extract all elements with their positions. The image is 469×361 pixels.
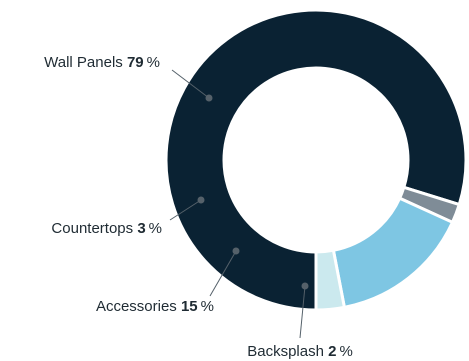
slice-label: Backsplash 2 %	[247, 343, 353, 360]
slice-label: Countertops 3 %	[51, 220, 162, 237]
slice-accessories	[331, 196, 455, 310]
leader-line	[169, 199, 202, 221]
slice-label: Wall Panels 79 %	[44, 54, 160, 71]
leader-line	[209, 250, 237, 297]
leader-line	[299, 285, 306, 339]
slice-label-unit: %	[336, 343, 352, 360]
slice-countertops	[314, 248, 347, 312]
slice-label-value: 3	[137, 220, 145, 237]
label-marker-dot	[197, 196, 205, 204]
label-marker-dot	[301, 282, 309, 290]
slice-label: Accessories 15 %	[96, 298, 214, 315]
leader-line	[171, 69, 210, 99]
slice-label-value: 2	[328, 343, 336, 360]
labels-layer: Wall Panels 79 %Backsplash 2 %Accessorie…	[44, 54, 353, 360]
slice-label-name: Wall Panels	[44, 54, 127, 71]
slice-label-name: Countertops	[51, 220, 137, 237]
slice-label-name: Backsplash	[247, 343, 328, 360]
label-marker-dot	[205, 94, 213, 102]
slice-label-name: Accessories	[96, 298, 181, 315]
slice-label-unit: %	[198, 298, 214, 315]
label-marker-dot	[232, 247, 240, 255]
slice-label-value: 79	[127, 54, 144, 71]
slice-wall-panels	[164, 8, 468, 312]
slice-label-unit: %	[144, 54, 160, 71]
slice-label-value: 15	[181, 298, 198, 315]
slices-layer	[164, 8, 468, 312]
slice-label-unit: %	[146, 220, 162, 237]
